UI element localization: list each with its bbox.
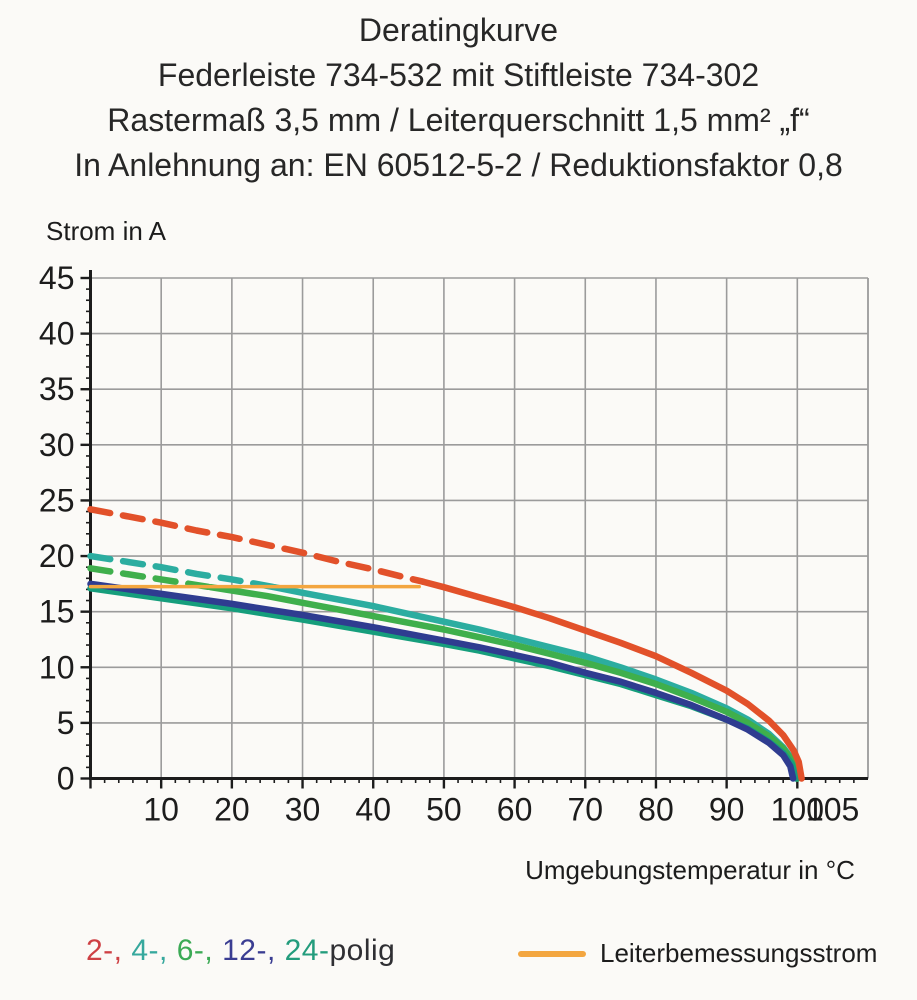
y-tick-label-0: 0 [57,761,75,797]
y-tick-label-15: 15 [39,594,75,630]
legend-item-2-polig: 2-, [86,934,132,967]
poles-legend: 2-, 4-, 6-, 12-, 24-polig [86,934,395,968]
y-tick-label-5: 5 [57,705,75,741]
y-axis-tick-labels: 0 5 10 15 20 25 30 35 40 45 [39,260,75,797]
x-tick-label-40: 40 [355,792,391,828]
chart-subtitle-parts: Federleiste 734-532 mit Stiftleiste 734-… [157,57,760,93]
legend-suffix-polig: polig [329,934,396,967]
y-axis-title: Strom in A [46,216,166,246]
x-tick-label-80: 80 [638,792,674,828]
x-tick-label-105: 105 [806,792,859,828]
axis-ticks [80,276,855,789]
curve-6-polig-solid [207,583,801,782]
y-tick-label-25: 25 [39,482,75,518]
rated-current-label: Leiterbemessungsstrom [600,938,878,968]
x-tick-label-50: 50 [426,792,462,828]
x-tick-label-90: 90 [709,792,745,828]
y-tick-label-10: 10 [39,649,75,685]
legend-item-4-polig: 4-, [131,934,177,967]
chart-subtitle-spec: Rastermaß 3,5 mm / Leiterquerschnitt 1,5… [107,102,810,138]
y-tick-label-20: 20 [39,538,75,574]
axes [89,270,868,780]
curve-4-polig-dashed [87,552,278,591]
legend-item-6-polig: 6-, [176,934,223,967]
x-tick-label-30: 30 [285,792,321,828]
x-tick-label-100: 100 [771,792,824,828]
chart-title: Deratingkurve [358,12,559,48]
y-tick-label-40: 40 [39,316,75,352]
x-axis-title: Umgebungstemperatur in °C [525,855,855,885]
curve-6-polig-dashed [87,565,214,591]
curve-2-polig-dashed [87,506,426,585]
rated-current-line-swatch [518,950,586,957]
legend-item-12-polig: 12-, [222,934,285,967]
curve-2-polig-solid [419,578,805,782]
curves [87,506,805,782]
y-tick-label-30: 30 [39,427,75,463]
curve-12-polig [87,580,797,782]
x-tick-label-70: 70 [567,792,603,828]
x-tick-label-20: 20 [214,792,250,828]
chart-subtitle-norm: In Anlehnung an: EN 60512-5-2 / Reduktio… [74,147,843,183]
legend-item-24-polig: 24- [284,934,330,967]
y-tick-label-35: 35 [39,371,75,407]
x-tick-label-60: 60 [497,792,533,828]
rated-current-legend: Leiterbemessungsstrom [518,938,877,969]
y-tick-label-45: 45 [39,260,75,296]
x-tick-label-10: 10 [143,792,179,828]
chart-header: Deratingkurve Federleiste 734-532 mit St… [0,8,917,188]
